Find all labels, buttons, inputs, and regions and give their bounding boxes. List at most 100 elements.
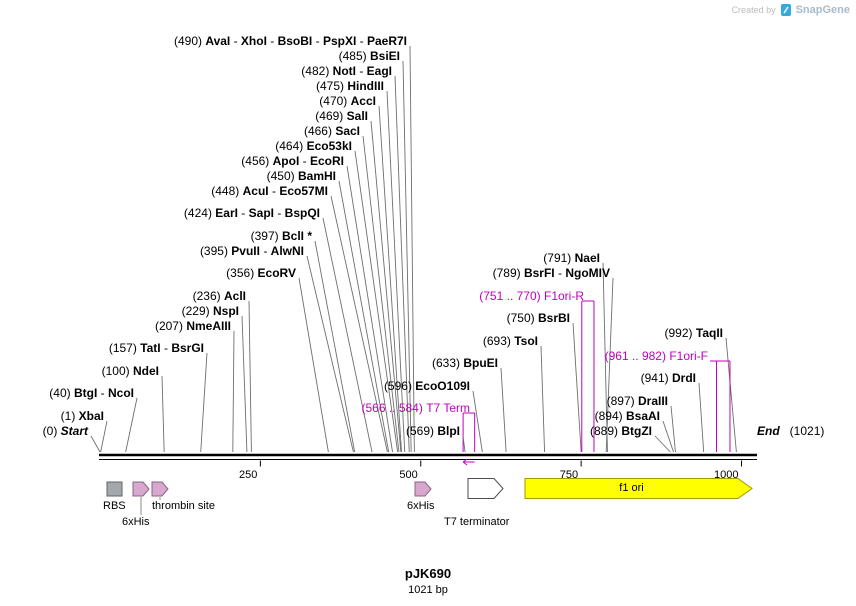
site-position: (0) bbox=[42, 424, 61, 438]
restriction-site-label[interactable]: (207) NmeAIII bbox=[155, 320, 231, 332]
feature-thrombin-site[interactable] bbox=[151, 481, 169, 497]
callout-line bbox=[386, 90, 406, 453]
restriction-site-label[interactable]: (897) DraIII bbox=[607, 395, 668, 407]
restriction-site-label[interactable]: (750) BsrBI bbox=[507, 312, 570, 324]
callout-line bbox=[378, 105, 402, 453]
site-name: BtgZI bbox=[621, 424, 652, 438]
site-name: SapI bbox=[248, 206, 274, 220]
callout-line bbox=[394, 75, 410, 453]
restriction-site-label[interactable]: (693) TsoI bbox=[483, 335, 538, 347]
restriction-site-label[interactable]: (157) TatI - BsrGI bbox=[108, 341, 204, 355]
site-name: DrdI bbox=[672, 371, 696, 385]
restriction-site-label[interactable]: (464) Eco53kI bbox=[275, 140, 352, 152]
site-name: PspXI bbox=[322, 34, 357, 48]
restriction-site-label[interactable]: (490) AvaI - XhoI - BsoBI - PspXI - PaeR… bbox=[173, 34, 407, 48]
feature-rbs[interactable] bbox=[106, 481, 123, 497]
restriction-site-label[interactable]: (889) BtgZI bbox=[590, 425, 652, 437]
site-name: Start bbox=[60, 424, 88, 438]
callout-line bbox=[298, 277, 329, 453]
restriction-site-label[interactable]: (470) AccI bbox=[319, 95, 376, 107]
site-position: (693) bbox=[482, 334, 515, 348]
feature-6xhis-n[interactable] bbox=[132, 481, 150, 497]
callout-line bbox=[725, 337, 737, 453]
callout-line bbox=[540, 345, 546, 453]
callout-line bbox=[346, 165, 393, 453]
site-position: (1021) bbox=[779, 424, 825, 438]
site-position: (470) bbox=[319, 94, 351, 108]
restriction-site-label[interactable]: (1) XbaI bbox=[61, 410, 104, 422]
site-name: BsrFI bbox=[523, 266, 555, 280]
restriction-site-label[interactable]: (40) BtgI - NcoI bbox=[49, 386, 134, 400]
feature-rbs-label: RBS bbox=[103, 500, 126, 512]
restriction-site-label[interactable]: (395) PvuII - AlwNI bbox=[199, 244, 304, 258]
site-position: (751 .. 770) bbox=[479, 289, 544, 303]
site-name: EcoRV bbox=[257, 266, 296, 280]
site-name: BpuEI bbox=[463, 356, 498, 370]
restriction-site-label[interactable]: (482) NotI - EagI bbox=[301, 64, 392, 78]
plasmid-size: 1021 bp bbox=[408, 584, 448, 596]
callout-line bbox=[602, 262, 608, 453]
feature-6xhis-c[interactable] bbox=[414, 481, 432, 497]
site-position: (207) bbox=[154, 319, 187, 333]
restriction-site-label[interactable]: (485) BsiEI bbox=[339, 50, 400, 62]
site-name: BsrGI bbox=[171, 341, 204, 355]
restriction-site-label[interactable]: (992) TaqII bbox=[665, 327, 723, 339]
restriction-site-label[interactable]: (569) BlpI bbox=[406, 425, 460, 437]
site-position: (236) bbox=[192, 289, 224, 303]
site-position: (992) bbox=[664, 326, 696, 340]
callout-line bbox=[241, 315, 248, 453]
plasmid-name: pJK690 bbox=[404, 566, 452, 581]
restriction-site-label[interactable]: (356) EcoRV bbox=[226, 267, 296, 279]
callout-line bbox=[314, 240, 356, 453]
restriction-site-label[interactable]: (633) BpuEI bbox=[432, 357, 498, 369]
restriction-site-label[interactable]: (791) NaeI bbox=[543, 252, 600, 264]
site-name: NcoI bbox=[107, 386, 134, 400]
site-name: ApoI bbox=[272, 154, 300, 168]
restriction-site-label[interactable]: (894) BsaAI bbox=[595, 410, 660, 422]
site-position: (941) bbox=[640, 371, 672, 385]
restriction-site-label[interactable]: (424) EarI - SapI - BspQI bbox=[183, 206, 320, 220]
ruler-tick-label: 250 bbox=[239, 469, 257, 481]
site-position: (789) bbox=[492, 266, 524, 280]
restriction-site-label[interactable]: (469) SalI bbox=[315, 110, 368, 122]
feature-6xhis-c-label: 6xHis bbox=[407, 500, 435, 512]
watermark-brand: SnapGene bbox=[795, 4, 850, 16]
callout-line bbox=[100, 420, 108, 453]
callout-line bbox=[402, 60, 412, 453]
restriction-site-label[interactable]: (100) NdeI bbox=[102, 365, 159, 377]
site-name: T7 Term bbox=[426, 401, 470, 415]
feature-6xhis-n-label: 6xHis bbox=[122, 516, 150, 528]
restriction-site-label[interactable]: (475) HindIII bbox=[316, 80, 384, 92]
primer-label[interactable]: (751 .. 770) F1ori-R bbox=[479, 290, 584, 302]
site-position: (456) bbox=[241, 154, 273, 168]
end-label[interactable]: End (1021) bbox=[757, 425, 824, 437]
site-position: (356) bbox=[226, 266, 258, 280]
site-name: NotI bbox=[332, 64, 356, 78]
primer-label[interactable]: (961 .. 982) F1ori-F bbox=[605, 350, 708, 362]
restriction-site-label[interactable]: (456) ApoI - EcoRI bbox=[241, 154, 344, 168]
restriction-site-label[interactable]: (789) BsrFI - NgoMIV bbox=[492, 266, 610, 280]
callout-line bbox=[306, 255, 354, 453]
callout-line bbox=[362, 135, 400, 453]
restriction-site-label[interactable]: (941) DrdI bbox=[641, 372, 696, 384]
restriction-site-label[interactable]: (236) AclI bbox=[193, 290, 246, 302]
restriction-site-label[interactable]: (448) AcuI - Eco57MI bbox=[211, 184, 328, 198]
callout-line bbox=[338, 180, 390, 453]
start-label[interactable]: (0) Start bbox=[43, 425, 88, 437]
site-name: XbaI bbox=[78, 409, 104, 423]
feature-t7-terminator[interactable] bbox=[467, 478, 504, 499]
restriction-site-label[interactable]: (397) BclI * bbox=[251, 230, 312, 242]
site-position: (448) bbox=[211, 184, 243, 198]
callout-line bbox=[200, 352, 208, 453]
callout-line bbox=[370, 120, 402, 453]
site-name: BtgI bbox=[73, 386, 98, 400]
restriction-site-label[interactable]: (596) EcoO109I bbox=[384, 380, 470, 392]
feature-f1-ori[interactable] bbox=[524, 478, 753, 499]
restriction-site-label[interactable]: (466) SacI bbox=[304, 125, 360, 137]
restriction-site-label[interactable]: (229) NspI bbox=[182, 305, 239, 317]
site-name: TatI bbox=[140, 341, 161, 355]
primer-label[interactable]: (566 .. 584) T7 Term bbox=[361, 402, 470, 414]
site-position: (485) bbox=[338, 49, 370, 63]
restriction-site-label[interactable]: (450) BamHI bbox=[267, 170, 336, 182]
